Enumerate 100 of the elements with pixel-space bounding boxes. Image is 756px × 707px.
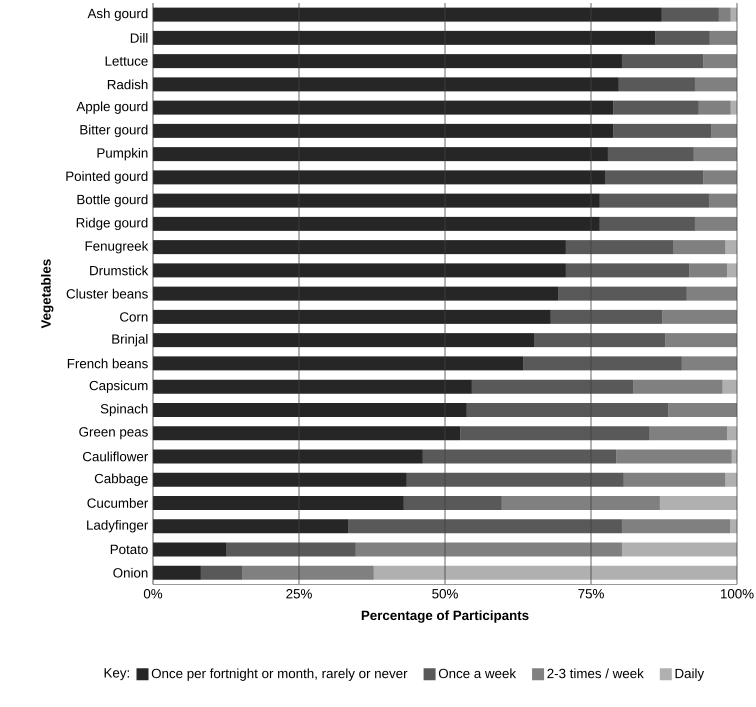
y-tick-label: Bitter gourd (80, 124, 148, 138)
bar (668, 402, 738, 417)
bar (460, 426, 650, 440)
y-tick-label: Apple gourd (76, 101, 148, 114)
y-tick-label: Onion (113, 568, 148, 578)
bar (682, 356, 738, 370)
bar (725, 472, 738, 487)
bar (694, 216, 738, 231)
bar (153, 519, 348, 534)
bar (466, 402, 668, 417)
bar (708, 194, 738, 208)
y-tick-label: Lettuce (106, 56, 148, 66)
y-tick-label: Corn (120, 312, 148, 322)
bar (624, 472, 726, 487)
bar (523, 356, 682, 370)
bar (374, 566, 738, 580)
y-tick-label: Ladyfinger (87, 520, 148, 532)
bar (200, 566, 242, 580)
bar (613, 100, 698, 115)
bar (534, 333, 666, 348)
x-tick-label: 0% (144, 589, 162, 598)
bar (600, 194, 709, 208)
bar (622, 519, 730, 534)
bar (725, 240, 738, 254)
y-tick-label: Spinach (100, 404, 148, 416)
bar (153, 8, 662, 22)
y-tick-label: Pumpkin (98, 148, 148, 160)
bar (550, 310, 662, 324)
y-tick-label: French beans (68, 358, 148, 368)
legend-label: 2-3 times / week (547, 668, 644, 678)
y-tick-label: Pointed gourd (66, 171, 148, 184)
bar (153, 100, 614, 115)
y-tick-label: Ridge gourd (76, 218, 148, 230)
bar (727, 426, 738, 440)
bar (686, 286, 738, 301)
legend-label: Once per fortnight or month, rarely or never (152, 668, 408, 681)
bar (605, 170, 704, 184)
bar (613, 124, 712, 138)
bar (153, 310, 551, 324)
bar (153, 356, 524, 370)
bar (722, 380, 738, 394)
bar (600, 216, 695, 231)
y-tick-label: Cucumber (87, 498, 148, 508)
bar (153, 240, 566, 254)
x-tick-label: 25% (286, 589, 312, 598)
bar (153, 170, 606, 184)
y-tick-label: Brinjal (112, 334, 148, 346)
bar (153, 286, 558, 301)
y-tick-label: Ash gourd (88, 8, 148, 21)
bar (348, 519, 622, 534)
y-tick-label: Radish (108, 80, 148, 90)
bar (153, 216, 600, 231)
bar (618, 77, 695, 92)
x-tick-label: 75% (578, 589, 604, 598)
bar (703, 54, 738, 68)
bar (153, 402, 467, 417)
bar (730, 100, 738, 115)
bar (153, 77, 618, 92)
bar (710, 30, 738, 45)
y-tick-label: Capsicum (90, 380, 148, 393)
bar (153, 472, 406, 487)
bar (422, 449, 616, 464)
bar (649, 426, 728, 440)
y-tick-label: Drumstick (90, 266, 148, 276)
bar (153, 449, 423, 464)
bar (662, 310, 738, 324)
bar (406, 472, 624, 487)
bar (153, 30, 656, 45)
x-axis-title: Percentage of Participants (362, 610, 529, 623)
legend-label: Daily (676, 668, 704, 681)
x-tick-label: 100% (720, 589, 754, 598)
bar (153, 496, 404, 510)
bar (242, 566, 374, 580)
bar (633, 380, 722, 394)
bar (694, 147, 738, 162)
bar (662, 8, 719, 22)
bar (153, 124, 614, 138)
bar (694, 77, 738, 92)
bar (689, 263, 728, 278)
y-tick-label: Green peas (79, 427, 148, 440)
legend-label: Once a week (438, 668, 516, 678)
bar (356, 542, 622, 556)
bar (153, 380, 472, 394)
bar (665, 333, 738, 348)
bar (608, 147, 694, 162)
x-tick-label: 50% (432, 589, 458, 598)
bar (472, 380, 634, 394)
bar (727, 263, 738, 278)
y-tick-label: Cauliflower (83, 452, 148, 462)
bar (655, 30, 710, 45)
bar (502, 496, 660, 510)
y-tick-label: Dill (130, 33, 148, 43)
bar (153, 426, 460, 440)
bar (226, 542, 356, 556)
y-tick-label: Cluster beans (66, 288, 148, 299)
bar (153, 54, 622, 68)
legend-title: Key: (104, 668, 129, 680)
bar (673, 240, 726, 254)
bar (558, 286, 687, 301)
y-axis-title: Vegetables (40, 259, 54, 328)
